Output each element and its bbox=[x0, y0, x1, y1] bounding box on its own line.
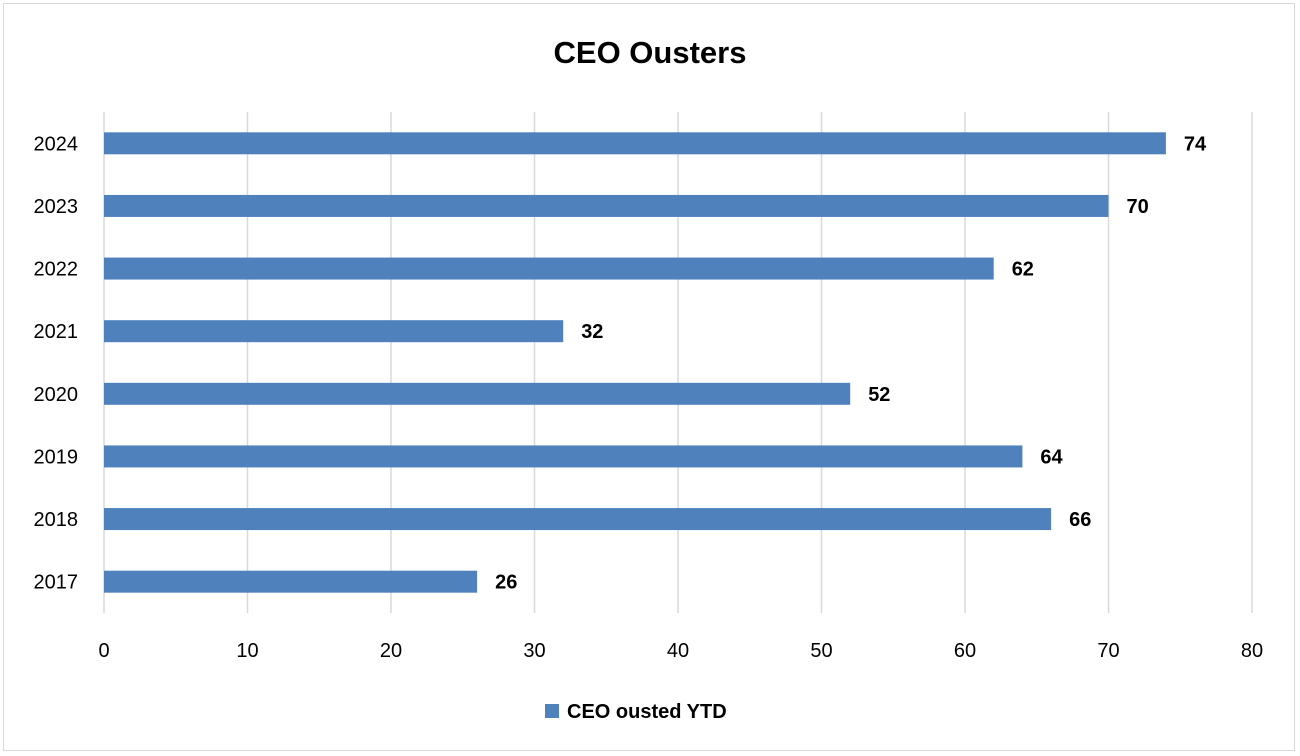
data-label-2021: 32 bbox=[581, 321, 603, 343]
bar-2024 bbox=[104, 132, 1166, 155]
x-tick-label-50: 50 bbox=[810, 640, 832, 662]
value-axis: 0 10 20 30 40 50 60 70 80 bbox=[98, 640, 1263, 662]
data-label-2018: 66 bbox=[1069, 509, 1091, 531]
bar-2018 bbox=[104, 508, 1052, 531]
x-tick-label-60: 60 bbox=[954, 640, 976, 662]
y-tick-label-2023: 2023 bbox=[34, 196, 79, 218]
bar-2019 bbox=[104, 445, 1023, 468]
x-tick-label-10: 10 bbox=[236, 640, 258, 662]
y-tick-label-2022: 2022 bbox=[34, 259, 79, 281]
data-label-2022: 62 bbox=[1012, 259, 1034, 281]
y-tick-label-2018: 2018 bbox=[34, 509, 79, 531]
bar-2020 bbox=[104, 382, 851, 405]
category-axis: 2017 2018 2019 2020 2021 2022 2023 2024 bbox=[34, 133, 79, 593]
data-label-2024: 74 bbox=[1184, 133, 1207, 155]
y-tick-label-2021: 2021 bbox=[34, 321, 79, 343]
data-label-2020: 52 bbox=[868, 384, 890, 406]
legend-swatch-ceo-ousted-ytd bbox=[545, 704, 559, 718]
bar-2021 bbox=[104, 320, 564, 343]
data-label-2017: 26 bbox=[495, 572, 517, 594]
bars bbox=[104, 132, 1166, 593]
data-label-2019: 64 bbox=[1040, 446, 1063, 468]
x-tick-label-80: 80 bbox=[1241, 640, 1263, 662]
legend: CEO ousted YTD bbox=[545, 701, 727, 723]
bar-2023 bbox=[104, 194, 1109, 217]
x-tick-label-40: 40 bbox=[667, 640, 689, 662]
chart-title: CEO Ousters bbox=[554, 35, 747, 70]
y-tick-label-2024: 2024 bbox=[34, 133, 79, 155]
y-tick-label-2019: 2019 bbox=[34, 446, 79, 468]
x-tick-label-30: 30 bbox=[523, 640, 545, 662]
x-tick-label-0: 0 bbox=[98, 640, 109, 662]
y-tick-label-2020: 2020 bbox=[34, 384, 79, 406]
bar-2017 bbox=[104, 570, 478, 593]
gridlines bbox=[103, 112, 1253, 613]
y-tick-label-2017: 2017 bbox=[34, 572, 79, 594]
chart-frame bbox=[3, 3, 1295, 751]
x-tick-label-70: 70 bbox=[1097, 640, 1119, 662]
legend-label-ceo-ousted-ytd: CEO ousted YTD bbox=[567, 701, 727, 723]
bar-2022 bbox=[104, 257, 994, 280]
x-tick-label-20: 20 bbox=[380, 640, 402, 662]
data-label-2023: 70 bbox=[1127, 196, 1149, 218]
data-labels: 26 66 64 52 32 62 70 74 bbox=[495, 133, 1207, 593]
